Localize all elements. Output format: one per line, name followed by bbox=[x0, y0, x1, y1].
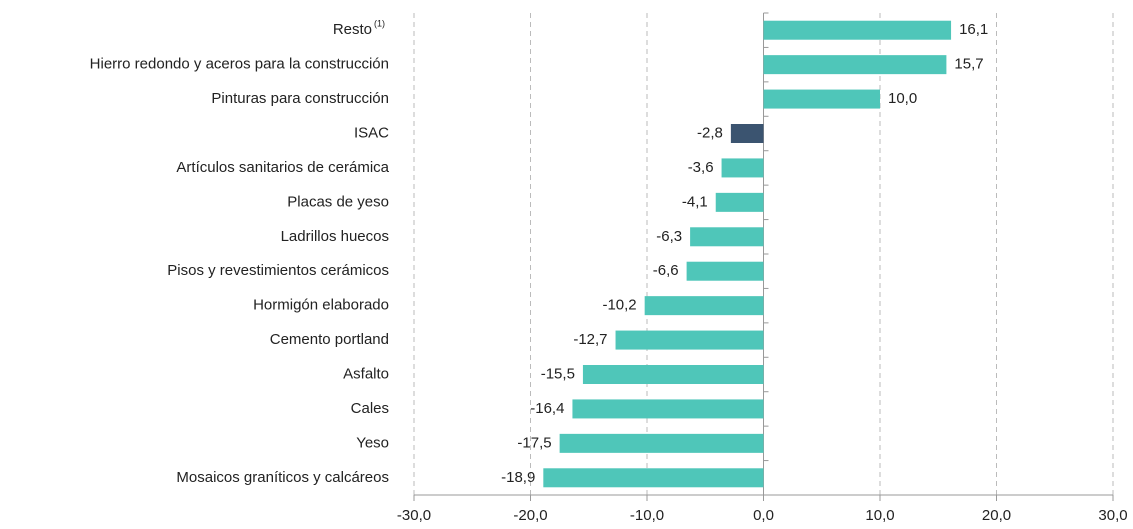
value-label: -2,8 bbox=[697, 124, 723, 141]
category-label: Placas de yeso bbox=[287, 193, 389, 210]
category-label: Hierro redondo y aceros para la construc… bbox=[90, 56, 389, 73]
value-label: -18,9 bbox=[501, 469, 535, 486]
bar bbox=[721, 158, 764, 178]
bar bbox=[730, 124, 764, 143]
bar bbox=[582, 365, 764, 384]
bar bbox=[763, 20, 952, 40]
category-label: ISAC bbox=[354, 124, 389, 141]
value-label: -4,1 bbox=[682, 193, 708, 210]
value-label: -12,7 bbox=[573, 331, 607, 348]
value-label: 16,1 bbox=[959, 21, 988, 38]
value-label: -6,6 bbox=[653, 262, 679, 279]
category-label: Yeso bbox=[356, 434, 389, 451]
category-label: Asfalto bbox=[343, 365, 389, 382]
bar bbox=[763, 55, 947, 75]
x-tick-label: -20,0 bbox=[513, 507, 547, 524]
value-label: -16,4 bbox=[530, 400, 564, 417]
value-label: 15,7 bbox=[954, 56, 983, 73]
value-label: -17,5 bbox=[517, 434, 551, 451]
category-label: Cemento portland bbox=[270, 331, 389, 348]
value-label: -6,3 bbox=[656, 228, 682, 245]
x-tick-label: 30,0 bbox=[1098, 507, 1127, 524]
bar bbox=[763, 89, 880, 109]
category-label: Resto bbox=[333, 21, 372, 38]
category-label: Artículos sanitarios de cerámica bbox=[176, 159, 389, 176]
category-label: Pinturas para construcción bbox=[211, 90, 389, 107]
x-tick-label: 20,0 bbox=[982, 507, 1011, 524]
category-label: Pisos y revestimientos cerámicos bbox=[167, 262, 389, 279]
bar bbox=[686, 261, 764, 281]
category-label: Hormigón elaborado bbox=[253, 297, 389, 314]
bar bbox=[715, 192, 764, 212]
x-tick-label: -10,0 bbox=[630, 507, 664, 524]
bar bbox=[690, 227, 764, 247]
category-label: Ladrillos huecos bbox=[281, 228, 389, 245]
bar bbox=[615, 330, 764, 350]
x-tick-label: 0,0 bbox=[753, 507, 774, 524]
category-label: Cales bbox=[351, 400, 389, 417]
bar bbox=[559, 433, 764, 453]
category-label: Mosaicos graníticos y calcáreos bbox=[176, 469, 389, 486]
value-label: 10,0 bbox=[888, 90, 917, 107]
value-label: -15,5 bbox=[541, 365, 575, 382]
category-superscript: (1) bbox=[374, 19, 385, 29]
bar bbox=[543, 468, 764, 488]
value-label: -10,2 bbox=[602, 297, 636, 314]
bar bbox=[644, 296, 764, 316]
value-label: -3,6 bbox=[688, 159, 714, 176]
x-tick-label: 10,0 bbox=[865, 507, 894, 524]
bar bbox=[572, 399, 764, 419]
x-tick-label: -30,0 bbox=[397, 507, 431, 524]
